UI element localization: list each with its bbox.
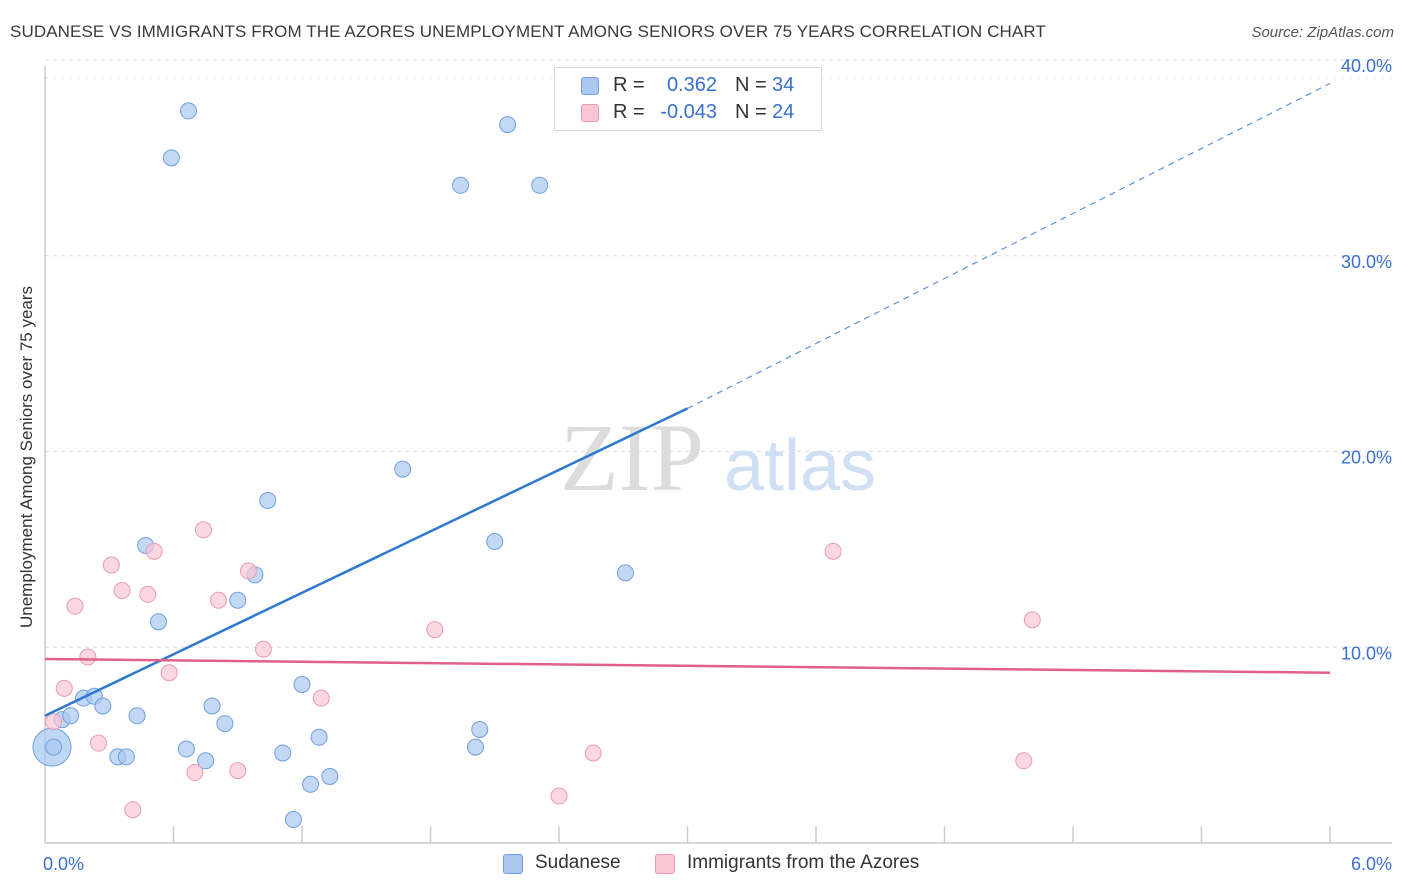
- azores-point: [1023, 611, 1041, 629]
- azores-point: [66, 597, 84, 615]
- legend-r-label: R =: [613, 74, 645, 96]
- azores-point: [45, 713, 63, 731]
- axis-layer: [44, 66, 1392, 844]
- sudanese-point: [94, 697, 112, 715]
- azores-point: [102, 556, 120, 574]
- legend-n-label: N =: [735, 101, 767, 123]
- sudanese-trend-line-projection: [687, 82, 1331, 409]
- azores-point: [145, 542, 163, 560]
- sudanese-point: [451, 176, 469, 194]
- azores-point: [1015, 752, 1033, 770]
- sudanese-point: [259, 491, 277, 509]
- watermark-atlas: atlas: [724, 426, 876, 506]
- sudanese-point: [293, 675, 311, 693]
- legend-n-label: N =: [735, 74, 767, 96]
- legend-swatch-azores: [655, 854, 675, 874]
- azores-point: [139, 585, 157, 603]
- point-layer: [32, 102, 1041, 829]
- legend-swatch-sudanese: [581, 77, 599, 95]
- azores-point: [79, 648, 97, 666]
- legend-n-value: 24: [772, 101, 795, 123]
- watermark-zip: ZIP: [560, 404, 704, 511]
- y-tick-label: 30.0%: [1341, 252, 1392, 272]
- correlation-legend: R = 0.362 N = 34 R = -0.043 N = 24: [554, 67, 822, 131]
- sudanese-point: [274, 744, 292, 762]
- sudanese-point: [128, 707, 146, 725]
- azores-point: [160, 664, 178, 682]
- x-tick-label-min: 0.0%: [43, 854, 84, 874]
- sudanese-point: [531, 176, 549, 194]
- y-axis-label: Unemployment Among Seniors over 75 years: [17, 285, 36, 629]
- azores-point: [239, 562, 257, 580]
- azores-point: [113, 581, 131, 599]
- sudanese-point: [471, 720, 489, 738]
- azores-point: [209, 591, 227, 609]
- sudanese-point: [284, 811, 302, 829]
- sudanese-point: [62, 707, 80, 725]
- series-legend: Sudanese Immigrants from the Azores: [0, 852, 1406, 878]
- source-label: Source: ZipAtlas.com: [1251, 24, 1394, 41]
- sudanese-point: [499, 116, 517, 134]
- azores-trend-line: [44, 657, 1331, 674]
- legend-label-sudanese: Sudanese: [535, 852, 621, 873]
- azores-point: [824, 542, 842, 560]
- y-tick-label: 10.0%: [1341, 643, 1392, 663]
- azores-point: [584, 744, 602, 762]
- azores-point: [426, 621, 444, 639]
- azores-point: [254, 640, 272, 658]
- x-tick-label-max: 6.0%: [1351, 854, 1392, 874]
- sudanese-point: [177, 740, 195, 758]
- y-tick-label: 20.0%: [1341, 448, 1392, 468]
- sudanese-point: [197, 752, 215, 770]
- sudanese-point: [179, 102, 197, 120]
- legend-swatch-azores: [581, 104, 599, 122]
- trend-line-layer: [44, 82, 1331, 717]
- azores-point: [550, 787, 568, 805]
- sudanese-point: [302, 775, 320, 793]
- azores-point: [312, 689, 330, 707]
- azores-point: [229, 762, 247, 780]
- sudanese-point: [162, 149, 180, 167]
- sudanese-point: [394, 460, 412, 478]
- sudanese-point: [616, 564, 634, 582]
- legend-r-label: R =: [613, 101, 645, 123]
- sudanese-point: [203, 697, 221, 715]
- chart-title: SUDANESE VS IMMIGRANTS FROM THE AZORES U…: [10, 22, 1046, 41]
- legend-n-value: 34: [772, 74, 795, 96]
- sudanese-point: [229, 591, 247, 609]
- sudanese-point: [321, 767, 339, 785]
- sudanese-point: [117, 748, 135, 766]
- sudanese-point: [310, 728, 328, 746]
- azores-point: [55, 679, 73, 697]
- sudanese-point: [45, 738, 63, 756]
- sudanese-point: [486, 533, 504, 551]
- legend-swatch-sudanese: [503, 854, 523, 874]
- legend-r-value: 0.362: [666, 74, 717, 96]
- azores-point: [124, 801, 142, 819]
- grid-layer: [45, 59, 1392, 648]
- legend-label-azores: Immigrants from the Azores: [687, 852, 920, 873]
- sudanese-trend-line: [44, 407, 689, 717]
- y-tick-label: 40.0%: [1341, 56, 1392, 76]
- azores-point: [90, 734, 108, 752]
- tick-label-layer: 10.0% 20.0% 30.0% 40.0% 0.0% 6.0%: [43, 56, 1392, 874]
- sudanese-point: [150, 613, 168, 631]
- azores-point: [186, 764, 204, 782]
- sudanese-point: [466, 738, 484, 756]
- legend-r-value: -0.043: [660, 101, 717, 123]
- watermark: ZIP atlas: [560, 404, 876, 511]
- azores-point: [194, 521, 212, 539]
- sudanese-point: [216, 715, 234, 733]
